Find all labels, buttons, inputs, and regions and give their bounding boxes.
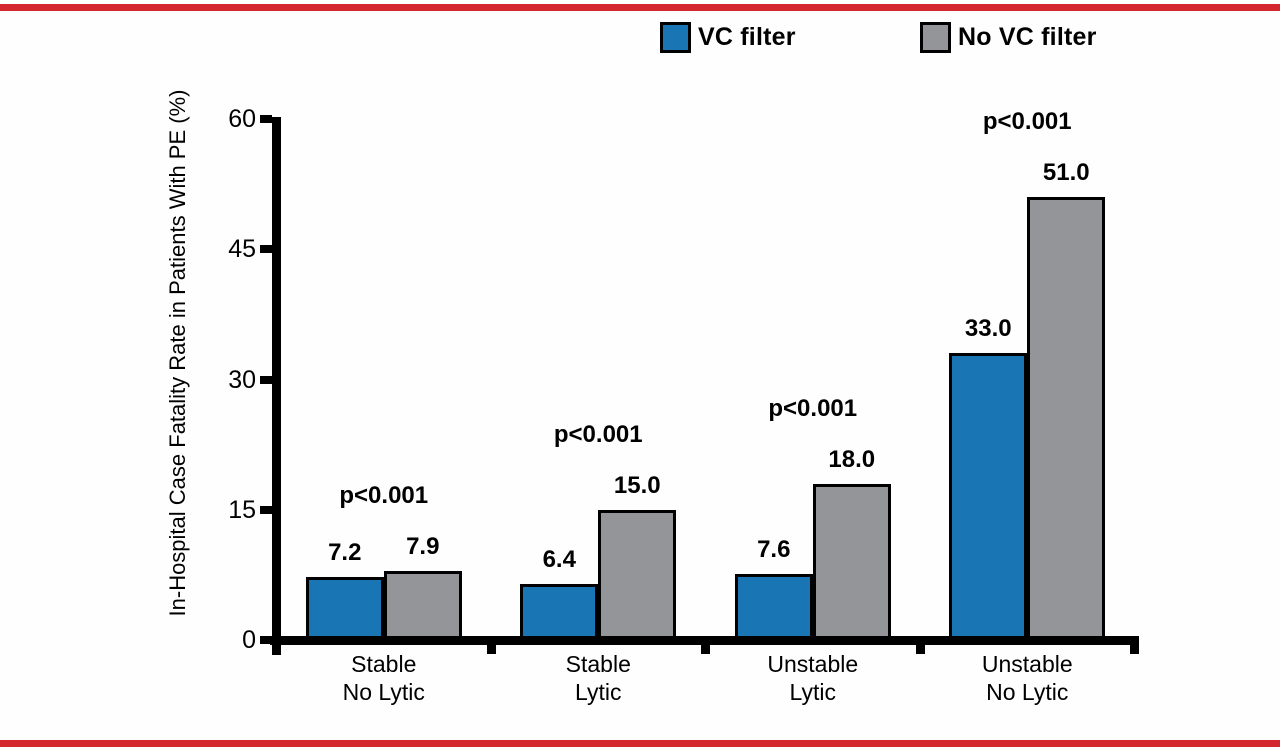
- x-tick: [915, 640, 925, 654]
- y-tick-label: 30: [228, 365, 256, 394]
- bar-value-label: 6.4: [542, 546, 576, 574]
- bar-no-vc-filter: [812, 483, 891, 640]
- category-label: Unstable No Lytic: [917, 650, 1137, 706]
- y-tick-label: 60: [228, 105, 256, 133]
- y-tick-label: 15: [228, 495, 256, 524]
- p-value-label: p<0.001: [553, 420, 643, 448]
- x-tick: [486, 640, 496, 654]
- y-tick-label: 45: [228, 235, 256, 264]
- category-line2: No Lytic: [986, 679, 1069, 705]
- y-tick: [260, 505, 272, 514]
- category-line1: Unstable: [767, 651, 859, 677]
- bar-value-label: 7.9: [406, 533, 440, 561]
- category-line2: Lytic: [789, 679, 836, 705]
- vc-filter-swatch-icon: [660, 22, 691, 53]
- bar-value-label: 33.0: [964, 315, 1012, 343]
- y-tick: [260, 636, 272, 644]
- p-value-label: p<0.001: [339, 482, 429, 510]
- bar-no-vc-filter: [1027, 197, 1106, 640]
- no-vc-filter-swatch-icon: [920, 22, 951, 53]
- y-tick: [260, 245, 272, 254]
- bar-value-label: 51.0: [1042, 159, 1090, 187]
- category-label: Unstable Lytic: [703, 650, 923, 706]
- bar-vc-filter: [734, 574, 813, 640]
- category-label: Stable No Lytic: [274, 650, 494, 706]
- category-line2: Lytic: [575, 679, 622, 705]
- bottom-red-rule: [0, 740, 1280, 747]
- y-tick: [260, 375, 272, 384]
- bar-vc-filter: [305, 577, 384, 640]
- p-value-label: p<0.001: [982, 108, 1072, 136]
- category-line1: Unstable: [981, 651, 1073, 677]
- bar-value-label: 7.6: [757, 536, 791, 563]
- category-line2: No Lytic: [342, 679, 425, 705]
- bar-vc-filter: [520, 584, 599, 640]
- category-line1: Stable: [351, 651, 417, 677]
- legend-item-no-vc-filter: No VC filter: [920, 22, 1097, 53]
- p-value-label: p<0.001: [768, 394, 858, 422]
- bar-value-label: 7.2: [328, 539, 362, 567]
- y-axis-line: [272, 117, 281, 655]
- legend-item-vc-filter: VC filter: [660, 22, 796, 53]
- x-tick: [1130, 640, 1139, 654]
- x-tick: [701, 640, 710, 654]
- bar-value-label: 15.0: [613, 471, 661, 499]
- y-tick: [260, 115, 272, 123]
- legend-label-no-vc-filter: No VC filter: [958, 23, 1097, 51]
- top-red-rule: [0, 4, 1280, 11]
- category-line1: Stable: [565, 651, 631, 677]
- bar-value-label: 18.0: [828, 445, 876, 473]
- category-label: Stable Lytic: [488, 650, 708, 706]
- bar-no-vc-filter: [598, 509, 677, 640]
- bar-no-vc-filter: [383, 571, 462, 640]
- y-tick-label: 0: [242, 626, 256, 654]
- bar-vc-filter: [949, 353, 1028, 640]
- legend-label-vc-filter: VC filter: [698, 23, 796, 51]
